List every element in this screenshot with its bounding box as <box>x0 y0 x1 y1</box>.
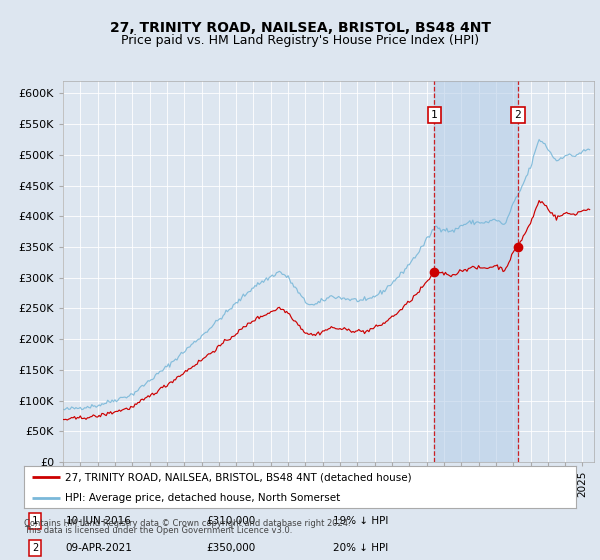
Text: 19% ↓ HPI: 19% ↓ HPI <box>333 516 388 526</box>
Text: £350,000: £350,000 <box>206 543 256 553</box>
Text: 10-JUN-2016: 10-JUN-2016 <box>65 516 131 526</box>
Text: 1: 1 <box>32 516 38 526</box>
Text: Price paid vs. HM Land Registry's House Price Index (HPI): Price paid vs. HM Land Registry's House … <box>121 34 479 46</box>
Text: £310,000: £310,000 <box>206 516 256 526</box>
Text: Contains HM Land Registry data © Crown copyright and database right 2024.: Contains HM Land Registry data © Crown c… <box>24 519 350 528</box>
Bar <box>434 81 518 462</box>
Text: 2: 2 <box>514 110 521 120</box>
Text: HPI: Average price, detached house, North Somerset: HPI: Average price, detached house, Nort… <box>65 493 341 502</box>
Text: 27, TRINITY ROAD, NAILSEA, BRISTOL, BS48 4NT: 27, TRINITY ROAD, NAILSEA, BRISTOL, BS48… <box>110 21 491 35</box>
Text: 1: 1 <box>431 110 437 120</box>
Text: 27, TRINITY ROAD, NAILSEA, BRISTOL, BS48 4NT (detached house): 27, TRINITY ROAD, NAILSEA, BRISTOL, BS48… <box>65 473 412 482</box>
Text: 09-APR-2021: 09-APR-2021 <box>65 543 132 553</box>
Text: This data is licensed under the Open Government Licence v3.0.: This data is licensed under the Open Gov… <box>24 526 292 535</box>
Text: 2: 2 <box>32 543 38 553</box>
Text: 20% ↓ HPI: 20% ↓ HPI <box>333 543 388 553</box>
